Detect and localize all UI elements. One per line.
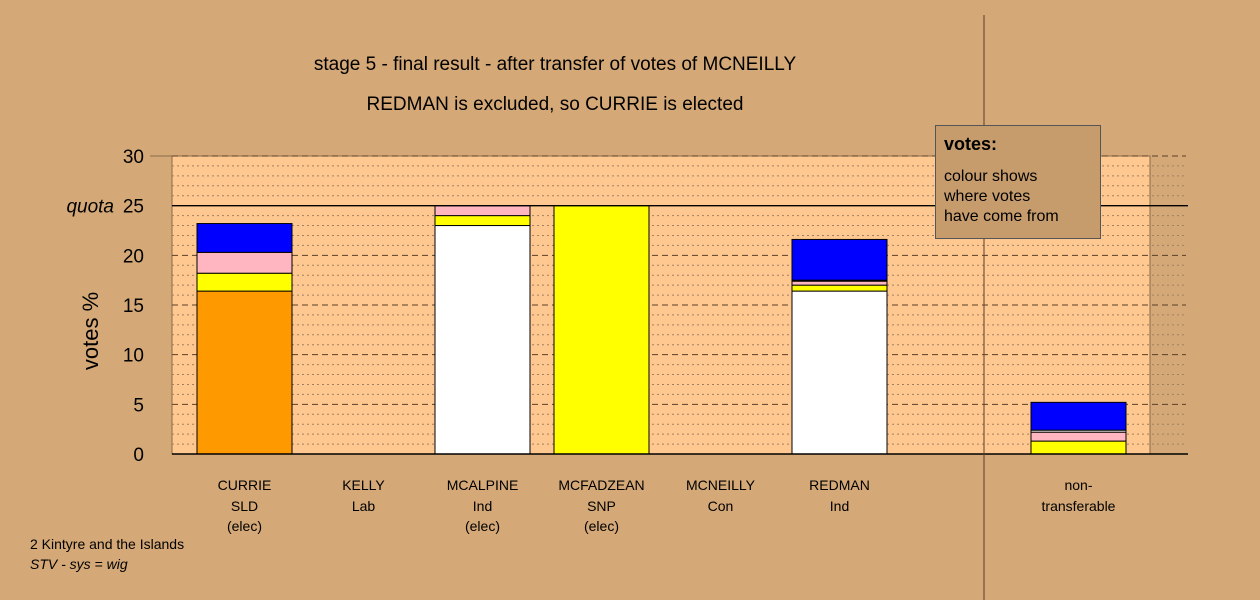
bar-segment [791,284,888,292]
nt-bar-segment [1030,431,1127,442]
bar-segment [196,272,293,292]
footer-system: STV - sys = wig [30,556,128,572]
x-tick-note: (elec) [584,518,619,534]
y-tick-label: 15 [123,296,144,317]
x-tick-party: SNP [587,498,616,514]
nt-label-1: non- [1064,477,1092,493]
x-tick-party: Con [708,498,734,514]
footer-constituency: 2 Kintyre and the Islands [30,536,185,552]
x-tick-name: KELLY [342,477,385,493]
y-tick-label: 20 [123,246,144,267]
bar-segment [791,290,888,455]
x-tick-name: CURRIE [218,477,272,493]
bar-segment [196,290,293,455]
x-tick-party: Ind [830,498,849,514]
y-tick-label: 0 [133,445,144,466]
y-tick-label: 30 [123,147,144,168]
x-tick-party: Ind [473,498,492,514]
legend-text: colour shows where votes have come from [944,168,1059,225]
x-tick-name: MCALPINE [447,477,519,493]
bar-segment [434,205,531,217]
y-tick-label: 5 [133,395,144,416]
bar-segment [791,280,888,286]
nt-bar-segment [1030,440,1127,455]
bar-segment [196,251,293,274]
x-tick-name: MCFADZEAN [558,477,644,493]
x-tick-party: Lab [352,498,376,514]
quota-label: quota [66,197,114,218]
y-tick-label: 25 [123,197,144,218]
chart-subtitle: REDMAN is excluded, so CURRIE is elected [366,94,744,115]
x-tick-name: REDMAN [809,477,870,493]
legend-title: votes: [944,134,998,154]
bar-segment [434,225,531,455]
legend-box: votes: colour shows where votes have com… [935,125,1101,239]
x-tick-note: (elec) [465,518,500,534]
x-tick-name: MCNEILLY [686,477,756,493]
x-tick-note: (elec) [227,518,262,534]
bar-segment [553,205,650,455]
bar-segment [196,223,293,253]
chart-title: stage 5 - final result - after transfer … [313,54,797,75]
bar-segment [434,215,531,227]
y-tick-label: 10 [123,346,144,367]
nt-label-2: transferable [1042,498,1116,514]
y-axis-label: votes % [78,292,103,370]
x-tick-party: SLD [231,498,258,514]
nt-bar-segment [1030,401,1127,431]
bar-segment [791,238,888,281]
